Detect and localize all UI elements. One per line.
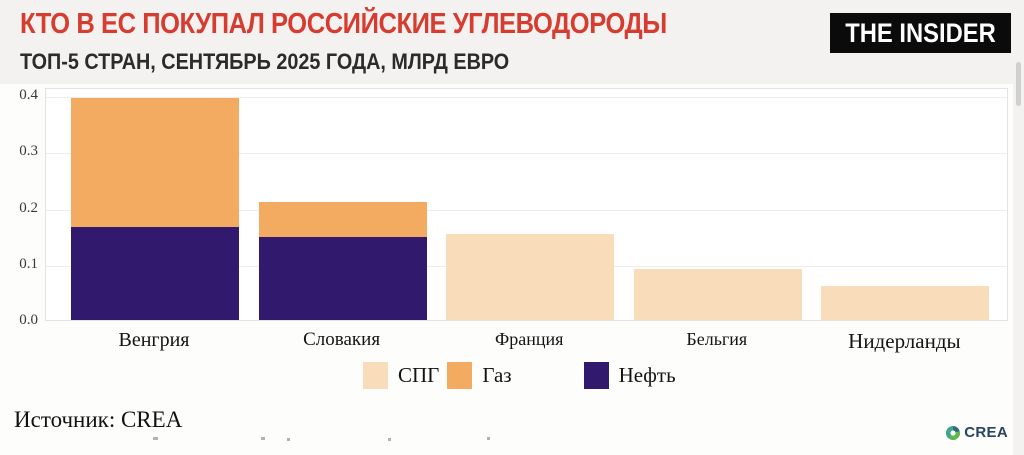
y-tick-label: 0.3 [19,143,38,160]
y-tick-label: 0.2 [19,199,38,216]
x-axis-label-Венгрия: Венгрия [118,329,190,351]
source-caption: Источник: CREA [14,407,183,432]
x-axis-label-Бельгия: Бельгия [686,329,748,349]
crea-logo-text: CREA [964,424,1008,441]
plot-area [45,88,1008,321]
legend-label-Газ: Газ [482,363,512,387]
bar-segment-Нефть-Словакия [258,236,427,320]
legend-label-СПГ: СПГ [398,363,440,387]
cutoff-text-fragment [388,438,391,441]
bar-segment-СПГ-Нидерланды [821,286,990,320]
chart-legend: СПГ Газ Нефть [363,362,676,389]
legend-swatch-СПГ [363,362,388,389]
crea-logo-icon [946,425,961,440]
legend-swatch-Газ [447,362,473,389]
legend-item-Газ: Газ [447,362,512,389]
crea-logo: CREA [946,424,1008,441]
cutoff-text-fragment [487,437,490,440]
legend-item-СПГ: СПГ [363,362,439,389]
cutoff-text-fragment [153,437,158,440]
bar-segment-Газ-Словакия [258,201,427,237]
gridline [46,209,1007,211]
legend-label-Нефть: Нефть [618,363,676,387]
page-subtitle: ТОП-5 СТРАН, СЕНТЯБРЬ 2025 ГОДА, МЛРД ЕВ… [20,49,510,74]
bar-segment-Газ-Венгрия [71,97,239,228]
x-axis-label-Словакия: Словакия [303,329,381,350]
cutoff-text-fragment [287,438,290,441]
y-tick-label: 0.0 [19,312,38,328]
x-axis-label-Нидерланды: Нидерланды [848,329,961,353]
bar-segment-СПГ-Бельгия [633,269,802,320]
x-axis-label-Франция: Франция [494,329,564,349]
bar-segment-Нефть-Венгрия [71,227,239,320]
gridline [46,153,1007,155]
legend-swatch-Нефть [583,362,609,389]
scrollbar[interactable] [1016,62,1021,106]
gridline [46,97,1007,98]
y-tick-label: 0.1 [19,255,38,272]
the-insider-logo: THE INSIDER [830,13,1011,53]
the-insider-logo-text: THE INSIDER [845,17,996,48]
cutoff-text-fragment [261,437,265,440]
legend-item-Нефть: Нефть [583,362,676,389]
page-title: КТО В ЕС ПОКУПАЛ РОССИЙСКИЕ УГЛЕВОДОРОДЫ [20,8,667,40]
bar-segment-СПГ-Франция [446,233,615,320]
y-tick-label: 0.4 [19,87,38,103]
